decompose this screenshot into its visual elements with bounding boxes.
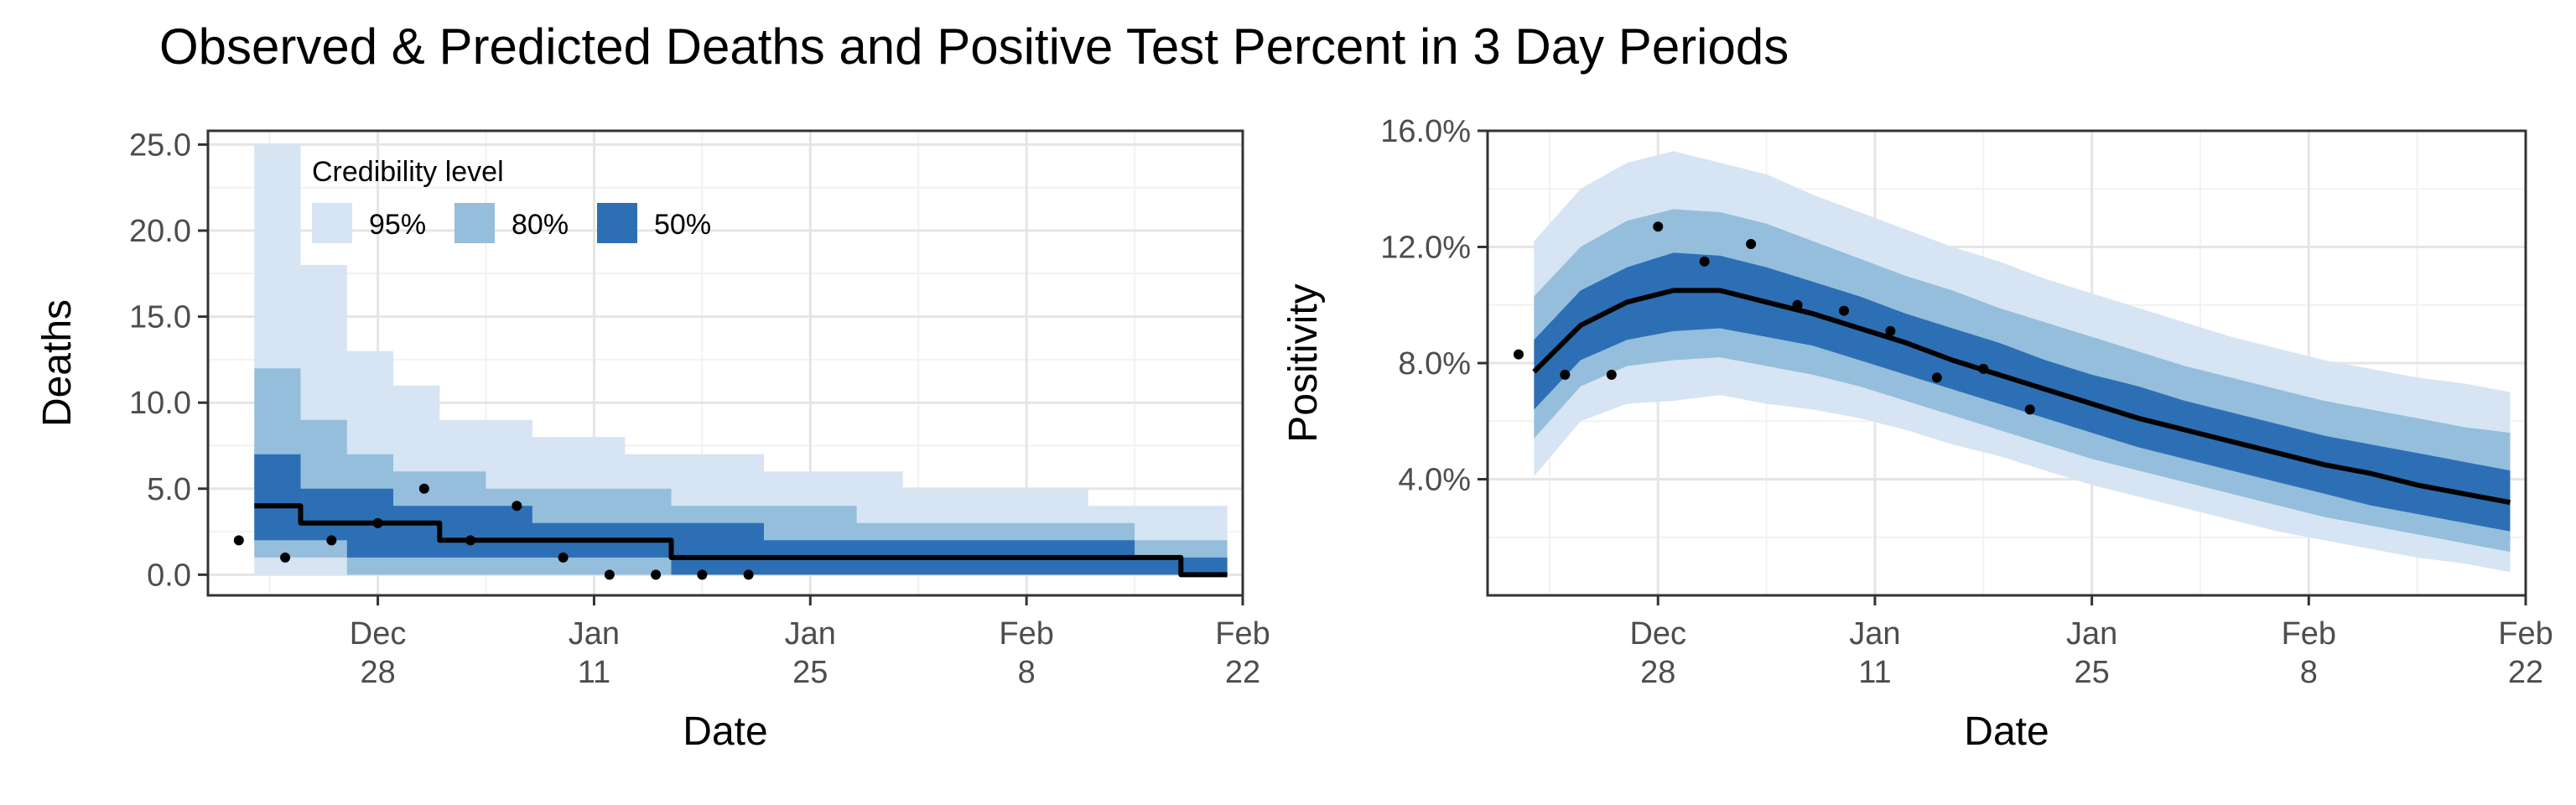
y-tick-label: 0.0	[147, 558, 191, 593]
observed-point	[1606, 369, 1617, 380]
plot-border	[206, 129, 1244, 597]
y-tick-label: 5.0	[147, 472, 191, 507]
observed-point	[418, 483, 429, 494]
legend-label-95: 95%	[369, 209, 426, 241]
y-tick-label: 16.0%	[1380, 114, 1471, 149]
observed-point	[1746, 239, 1757, 250]
x-axis-title: Date	[1964, 709, 2049, 754]
observed-point	[233, 535, 244, 546]
page-title: Observed & Predicted Deaths and Positive…	[159, 18, 1789, 75]
observed-point	[1560, 369, 1571, 380]
y-tick-label: 4.0%	[1398, 463, 1471, 498]
median-line	[1532, 288, 2511, 506]
x-tick-label: Jan 11	[1849, 616, 1900, 690]
x-tick-label: Feb 22	[1215, 616, 1270, 690]
positivity-chart: 4.0% 8.0% 12.0% 16.0% Dec 28 Jan 11 Jan 25 Feb 8 Feb…	[1281, 114, 2553, 754]
observed-point	[1978, 363, 1989, 374]
credible-band-50	[254, 454, 1228, 575]
y-tick-label: 15.0	[129, 300, 191, 335]
x-tick-label: Dec 28	[1629, 616, 1686, 690]
observed-point	[465, 535, 476, 546]
legend-label-50: 50%	[654, 209, 711, 241]
x-tick-label: Dec 28	[350, 616, 407, 690]
x-tick-label: Jan 25	[2066, 616, 2117, 690]
deaths-chart: 0.0 5.0 10.0 15.0 20.0 25.0 Dec 28 Jan 11 Jan 25 Feb…	[35, 127, 1270, 754]
x-tick-label: Feb 22	[2498, 616, 2553, 690]
x-tick-label: Feb 8	[2282, 616, 2336, 690]
y-axis-title: Deaths	[35, 299, 80, 427]
observed-point	[1838, 305, 1849, 316]
median-line	[254, 503, 1228, 578]
y-tick-label: 12.0%	[1380, 231, 1471, 266]
observed-point	[651, 569, 662, 580]
legend-swatch-50	[597, 203, 637, 243]
y-tick-label: 20.0	[129, 214, 191, 249]
observed-point	[1513, 349, 1524, 360]
observed-point	[1653, 221, 1664, 232]
y-tick-label: 10.0	[129, 386, 191, 421]
observed-point	[697, 569, 708, 580]
observed-point	[2024, 404, 2035, 415]
credible-band-95	[254, 144, 1228, 575]
y-axis-title: Positivity	[1281, 283, 1326, 442]
observed-point	[1931, 372, 1942, 383]
credibility-legend: Credibility level 95% 80% 50%	[312, 156, 711, 243]
y-tick-label: 8.0%	[1398, 346, 1471, 382]
observed-point	[326, 535, 337, 546]
observed-point	[512, 501, 522, 512]
observed-point	[1885, 325, 1896, 336]
observed-point	[558, 552, 569, 563]
legend-title: Credibility level	[312, 156, 504, 188]
legend-swatch-80	[454, 203, 495, 243]
x-axis-title: Date	[683, 709, 767, 754]
legend-label-80: 80%	[512, 209, 569, 241]
legend-swatch-95	[312, 203, 352, 243]
observed-point	[743, 569, 754, 580]
credible-band-50	[1534, 252, 2511, 532]
observed-point	[1792, 299, 1803, 310]
observed-point	[604, 569, 615, 580]
x-tick-label: Jan 25	[785, 616, 836, 690]
observed-point	[1699, 256, 1710, 267]
observed-point	[372, 517, 383, 528]
y-tick-label: 25.0	[129, 127, 191, 163]
x-tick-label: Feb 8	[999, 616, 1053, 690]
observed-point	[280, 552, 291, 563]
x-tick-label: Jan 11	[569, 616, 620, 690]
